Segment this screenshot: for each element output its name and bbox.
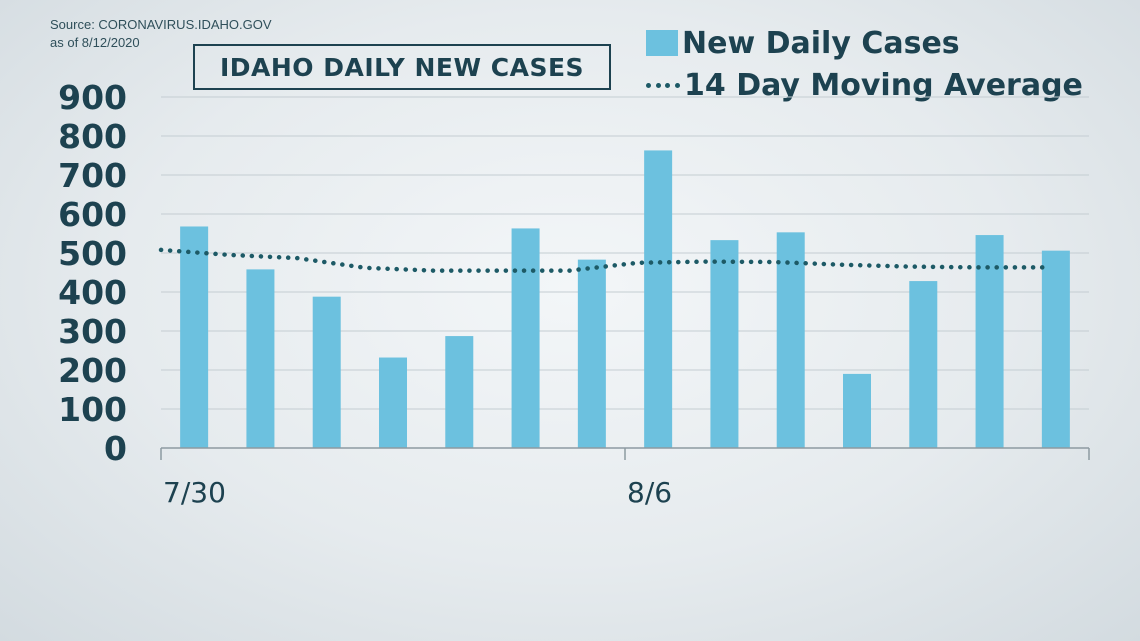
bar [975, 235, 1004, 448]
bars [180, 150, 1070, 448]
bar [246, 269, 275, 448]
source-line: Source: CORONAVIRUS.IDAHO.GOV [50, 17, 272, 32]
moving-average-line [158, 247, 1049, 273]
y-tick-label: 300 [58, 312, 127, 351]
dotted-line-icon [646, 82, 680, 88]
bar [577, 259, 606, 448]
bar [843, 373, 871, 448]
bar [776, 232, 805, 448]
source-note: Source: CORONAVIRUS.IDAHO.GOV as of 8/12… [50, 16, 272, 52]
bar [1041, 250, 1070, 448]
bar [644, 150, 673, 448]
y-tick-label: 500 [58, 234, 127, 273]
y-tick-label: 100 [58, 390, 127, 429]
bar-swatch-icon [646, 30, 678, 56]
legend-item-new-daily-cases: New Daily Cases [646, 22, 1083, 64]
moving-average-path [158, 247, 1049, 273]
bar [445, 336, 474, 448]
y-tick-label: 600 [58, 195, 127, 234]
bar [379, 357, 407, 448]
y-tick-label: 700 [58, 156, 127, 195]
y-tick-label: 400 [58, 273, 127, 312]
bar [511, 228, 540, 448]
x-tick-label: 8/6 [627, 476, 672, 509]
legend-label-new-daily-cases: New Daily Cases [682, 25, 960, 61]
as-of-date: as of 8/12/2020 [50, 35, 140, 50]
x-tick-label: 7/30 [163, 476, 226, 509]
bar [909, 281, 938, 448]
bar [312, 296, 341, 448]
y-tick-label: 200 [58, 351, 127, 390]
y-tick-label: 0 [104, 429, 127, 468]
y-tick-label: 900 [58, 78, 127, 117]
chart-legend: New Daily Cases 14 Day Moving Average [646, 22, 1083, 106]
chart-title: IDAHO DAILY NEW CASES [193, 44, 611, 90]
y-tick-label: 800 [58, 117, 127, 156]
gridlines [161, 96, 1089, 410]
bar [180, 226, 209, 448]
x-axis: 7/30 8/6 [160, 447, 1090, 509]
bar [710, 240, 739, 448]
